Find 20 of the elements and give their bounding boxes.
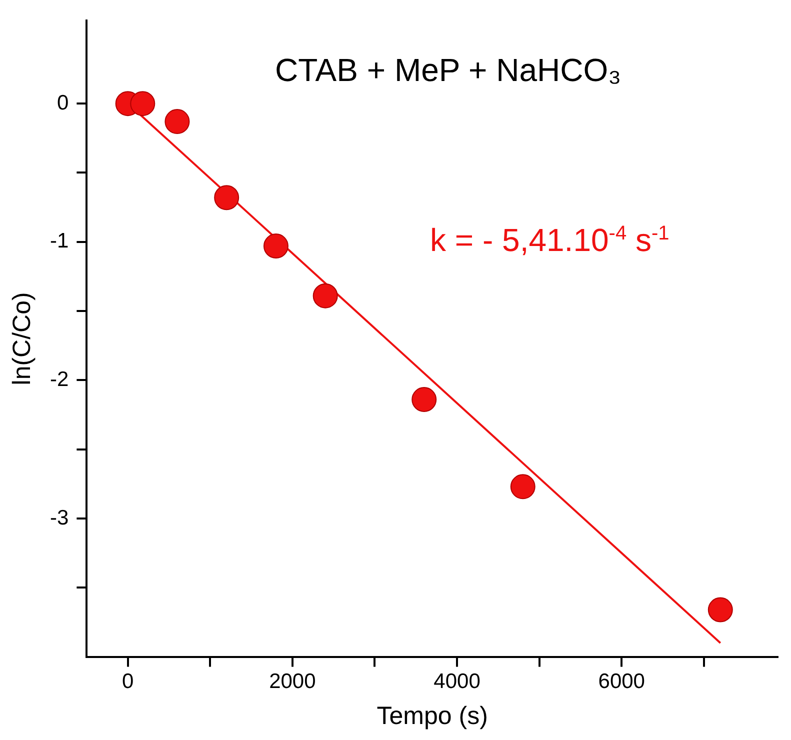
point (164, 109, 190, 134)
point (130, 91, 156, 116)
annotation: CTAB + MeP + NaHCO₃ (275, 52, 622, 89)
y-axis-title: ln(C/Co) (8, 292, 36, 386)
point (412, 387, 437, 412)
y-tick-label: -1 (50, 230, 69, 253)
annotation: k = - 5,41.10$^{-4}$ s$^{-1}$ (430, 222, 670, 259)
x-tick-label: 4000 (434, 670, 480, 694)
point (510, 474, 536, 500)
x-tick-label: 0 (122, 670, 134, 694)
point (263, 234, 288, 259)
point (708, 597, 733, 622)
x-tick-label: 2000 (269, 670, 316, 694)
point (312, 283, 338, 308)
y-tick-label: -3 (50, 506, 69, 530)
point (214, 185, 240, 210)
x-tick-label: 6000 (598, 670, 645, 694)
y-tick-label: -2 (50, 368, 69, 391)
x-axis-title: Tempo (s) (376, 702, 488, 730)
y-tick-label: 0 (56, 91, 69, 114)
